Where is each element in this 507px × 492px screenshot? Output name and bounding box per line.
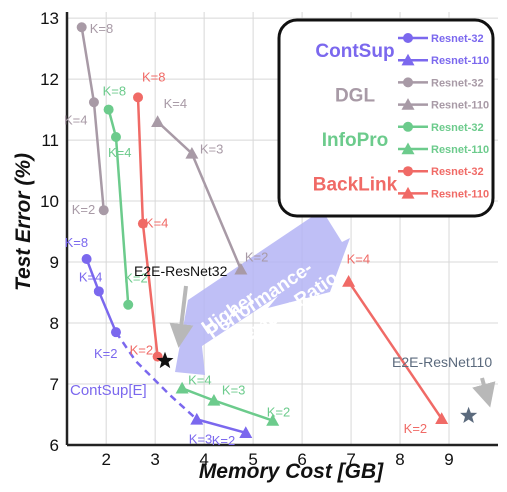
contsup-resnet-110-point (190, 412, 204, 425)
legend-marker-backlink-circle (403, 166, 413, 177)
infopro-resnet-32-point-label: K=4 (108, 145, 131, 160)
contsup-resnet-110-line (196, 418, 247, 435)
legend-group-contsup: ContSup (315, 41, 394, 62)
e2e-resnet110-label: E2E-ResNet110 (392, 354, 492, 370)
y-tick-label: 13 (40, 9, 59, 28)
infopro-resnet-110-point (266, 414, 280, 426)
legend-marker-dgl-triangle (401, 98, 415, 110)
dgl-resnet-32-point-label: K=4 (64, 112, 88, 127)
performance-arrow-shape (175, 210, 350, 375)
infopro-resnet-110-point (175, 381, 189, 394)
dgl-resnet-110-point (234, 262, 248, 275)
contsup-resnet-32-point-label: K=4 (79, 269, 103, 284)
backlink-resnet-32-point (133, 92, 144, 103)
legend-entry-backlink: Resnet-110 (431, 188, 489, 200)
infopro-resnet-32-point-label: K=2 (124, 271, 148, 286)
x-tick-label: 6 (297, 450, 306, 469)
legend-entry-contsup: Resnet-32 (431, 33, 484, 45)
y-tick-label: 12 (40, 70, 59, 89)
dgl-resnet-32-point-label: K=2 (72, 202, 96, 217)
x-tick-label: 8 (395, 450, 404, 469)
legend-entry-dgl: Resnet-32 (431, 77, 484, 89)
y-tick-label: 8 (50, 314, 59, 333)
backlink-resnet-32-point-label: K=2 (130, 343, 154, 358)
x-tick-label: 3 (150, 450, 159, 469)
y-tick-label: 9 (50, 253, 59, 272)
e2e-resnet32-pointer (169, 285, 194, 348)
backlink-resnet-110-point-label: K=2 (404, 421, 428, 436)
axes: 2 3 4 5 6 7 8 9 6 7 8 9 10 11 12 13 (40, 9, 498, 469)
legend-marker-contsup-circle (403, 33, 413, 43)
baseline-star-e2e-resnet110 (460, 406, 478, 423)
x-axis-label: Memory Cost [GB] (199, 460, 384, 483)
x-tick-label: 2 (101, 450, 110, 469)
contsup-e-dashed-line (114, 331, 198, 421)
dgl-resnet-110-point-label: K=3 (200, 141, 224, 156)
dgl-resnet-32-point (76, 22, 87, 33)
y-tick-label: 7 (50, 375, 59, 394)
y-axis-label: Test Error (%) (12, 153, 35, 291)
backlink-resnet-32-point-label: K=8 (142, 69, 166, 84)
infopro-resnet-110-point-label: K=3 (222, 382, 246, 397)
infopro-resnet-110-point-label: K=2 (267, 405, 291, 420)
legend-box (277, 18, 495, 218)
backlink-resnet-110-point (342, 275, 356, 287)
legend-marker-infopro-circle (403, 121, 413, 132)
x-tick-label: 5 (248, 450, 257, 469)
series-layer: K=8K=4K=2K=3 K=2K=8K=4K=2K=4K=3K=2K=8K=4K… (64, 21, 449, 448)
infopro-resnet-32-point-label: K=8 (103, 84, 127, 99)
infopro-resnet-110-point-label: K=4 (188, 372, 212, 387)
backlink-resnet-110-line (347, 280, 443, 420)
legend-entry-infopro: Resnet-110 (431, 144, 489, 156)
legend-group-dgl: DGL (335, 86, 376, 107)
infopro-resnet-32-point (103, 104, 114, 115)
dgl-resnet-110-point (185, 146, 199, 159)
baseline-star-e2e-resnet32 (156, 351, 174, 369)
x-tick-label: 9 (444, 450, 453, 469)
dgl-resnet-32-point-label: K=8 (90, 21, 114, 36)
contsup-e-label: ContSup[E] (70, 382, 147, 399)
contsup-resnet-32-point (110, 327, 121, 338)
contsup-resnet-110-point (239, 426, 253, 439)
y-tick-label: 10 (40, 192, 59, 211)
dgl-resnet-32-point (88, 97, 99, 108)
y-tick-label: 11 (41, 131, 59, 150)
dgl-resnet-110-point-label: K=4 (164, 96, 188, 111)
contsup-resnet-32-point-label: K=8 (65, 235, 89, 250)
legend: ContSup Resnet-32 Resnet-110 DGL Resnet-32 Re… (277, 18, 495, 218)
contsup-resnet-32-point (81, 253, 92, 264)
dgl-resnet-32-point (98, 205, 109, 216)
legend-entry-contsup: Resnet-110 (431, 55, 489, 67)
legend-entry-backlink: Resnet-32 (431, 166, 484, 178)
backlink-resnet-32-point (137, 218, 148, 229)
infopro-resnet-32-point (123, 299, 134, 310)
backlink-resnet-110-point (435, 412, 449, 424)
contsup-resnet-32-point-label: K=2 (94, 346, 118, 361)
infopro-resnet-110-point (207, 393, 221, 406)
legend-marker-contsup-triangle (401, 53, 415, 66)
legend-group-backlink: BackLink (313, 174, 398, 195)
x-tick-label: 7 (346, 450, 355, 469)
y-tick-label: 6 (50, 436, 59, 455)
dgl-resnet-110-point (151, 115, 165, 127)
dgl-resnet-110-point-label: K=2 (245, 249, 269, 264)
baseline-layer: E2E-ResNet32 E2E-ResNet110 ContSup[E] (70, 263, 496, 423)
legend-marker-dgl-circle (403, 77, 413, 88)
infopro-resnet-32-point (110, 132, 121, 143)
backlink-resnet-32-point-label: K=4 (145, 216, 169, 231)
performance-memory-arrow: Higher Performance- Memory Ratio (175, 210, 350, 375)
legend-entry-infopro: Resnet-32 (431, 122, 484, 134)
x-tick-label: 4 (199, 450, 208, 469)
backlink-resnet-110-point-label: K=4 (347, 252, 371, 267)
legend-group-infopro: InfoPro (322, 130, 389, 151)
legend-marker-infopro-triangle (401, 142, 415, 155)
legend-entry-dgl: Resnet-110 (431, 100, 489, 112)
e2e-resnet110-pointer (472, 377, 496, 408)
contsup-resnet-110-point-label: K=2 (212, 433, 236, 448)
contsup-resnet-32-point (93, 286, 104, 297)
contsup-resnet-110-point-label: K=3 (189, 431, 213, 446)
e2e-resnet32-label: E2E-ResNet32 (134, 263, 228, 279)
legend-marker-backlink-triangle (401, 186, 415, 199)
